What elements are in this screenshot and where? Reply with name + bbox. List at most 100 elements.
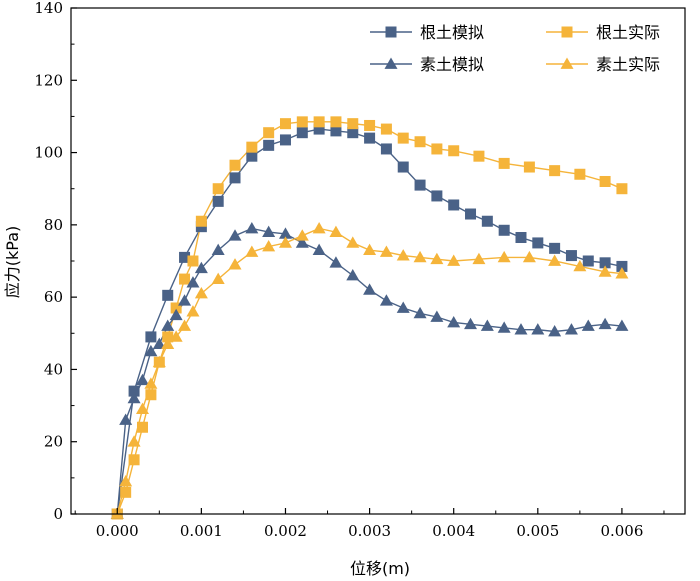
- x-tick-label: 0.000: [96, 522, 139, 540]
- data-point: [178, 294, 192, 306]
- data-point: [161, 319, 175, 331]
- data-point: [397, 132, 409, 144]
- data-point: [295, 229, 309, 241]
- data-point: [178, 319, 192, 331]
- legend-marker: [384, 57, 398, 69]
- data-point: [245, 221, 259, 234]
- data-point: [498, 157, 510, 169]
- legend-label: 根土实际: [596, 23, 660, 42]
- data-point: [431, 143, 443, 155]
- data-point: [211, 243, 225, 256]
- data-point: [119, 413, 133, 425]
- data-point: [346, 268, 360, 281]
- data-point: [278, 236, 292, 248]
- data-point: [145, 331, 157, 343]
- y-axis: 0 20 40 60 80 100 120 140: [34, 0, 77, 523]
- legend-marker: [560, 57, 574, 69]
- data-point: [472, 252, 486, 265]
- data-point: [532, 237, 544, 249]
- data-point: [212, 183, 224, 195]
- data-point: [615, 319, 629, 331]
- data-point: [413, 306, 427, 319]
- data-point: [145, 389, 157, 401]
- series-line-2: [116, 121, 623, 515]
- x-tick-label: 0.002: [264, 522, 307, 540]
- data-point: [128, 454, 140, 466]
- data-point: [169, 308, 183, 321]
- data-point: [347, 118, 359, 130]
- data-point: [347, 127, 359, 139]
- series-markers: [110, 116, 629, 520]
- data-point: [262, 240, 276, 252]
- data-point: [515, 232, 527, 244]
- series-lines: [116, 121, 623, 515]
- data-point: [186, 276, 200, 288]
- data-point: [448, 199, 460, 211]
- data-point: [531, 323, 545, 335]
- data-point: [211, 272, 225, 284]
- data-point: [262, 225, 276, 237]
- data-point: [194, 261, 208, 274]
- data-point: [246, 141, 258, 153]
- data-point: [364, 132, 376, 144]
- data-point: [599, 257, 611, 269]
- data-point: [312, 243, 326, 256]
- data-point: [396, 249, 410, 261]
- x-tick-label: 0.001: [180, 522, 223, 540]
- data-point: [135, 402, 149, 415]
- data-point: [447, 254, 461, 266]
- data-point: [263, 139, 275, 151]
- x-tick-label: 0.003: [348, 522, 391, 540]
- x-tick-label: 0.005: [516, 522, 559, 540]
- data-point: [187, 255, 199, 267]
- data-point: [127, 435, 141, 447]
- data-point: [363, 243, 377, 256]
- data-point: [514, 323, 528, 335]
- data-point: [465, 208, 477, 220]
- data-point: [573, 259, 587, 272]
- data-point: [296, 127, 308, 139]
- data-point: [313, 123, 325, 135]
- data-point: [144, 344, 158, 357]
- data-point: [313, 116, 325, 128]
- data-point: [170, 302, 182, 314]
- series-line-3: [116, 227, 622, 515]
- data-point: [245, 245, 259, 257]
- data-point: [430, 310, 444, 322]
- data-point: [364, 119, 376, 131]
- data-point: [229, 159, 241, 171]
- data-point: [329, 225, 343, 237]
- data-point: [127, 391, 141, 404]
- data-point: [363, 283, 377, 295]
- data-point: [497, 321, 511, 333]
- x-axis: 0.000 0.001 0.002 0.003 0.004 0.005 0.006: [74, 508, 665, 540]
- legend-marker: [385, 26, 397, 38]
- data-point: [447, 315, 461, 328]
- data-point: [194, 287, 208, 299]
- data-point: [574, 168, 586, 180]
- data-point: [599, 175, 611, 187]
- data-point: [295, 236, 309, 248]
- data-point: [413, 250, 427, 263]
- data-point: [330, 125, 342, 137]
- x-tick-label: 0.006: [600, 522, 643, 540]
- data-point: [582, 255, 594, 267]
- data-point: [135, 373, 149, 386]
- data-point: [136, 421, 148, 433]
- data-point: [480, 319, 494, 331]
- x-axis-title: 位移(m): [350, 559, 410, 578]
- data-point: [162, 289, 174, 301]
- data-point: [430, 252, 444, 265]
- data-point: [598, 265, 612, 277]
- data-point: [346, 236, 360, 248]
- data-point: [179, 273, 191, 285]
- data-point: [263, 127, 275, 139]
- data-point: [564, 323, 578, 335]
- data-point: [565, 250, 577, 262]
- data-point: [497, 250, 511, 263]
- data-point: [279, 118, 291, 130]
- data-point: [380, 143, 392, 155]
- data-point: [279, 134, 291, 146]
- y-tick-label: 120: [34, 71, 63, 89]
